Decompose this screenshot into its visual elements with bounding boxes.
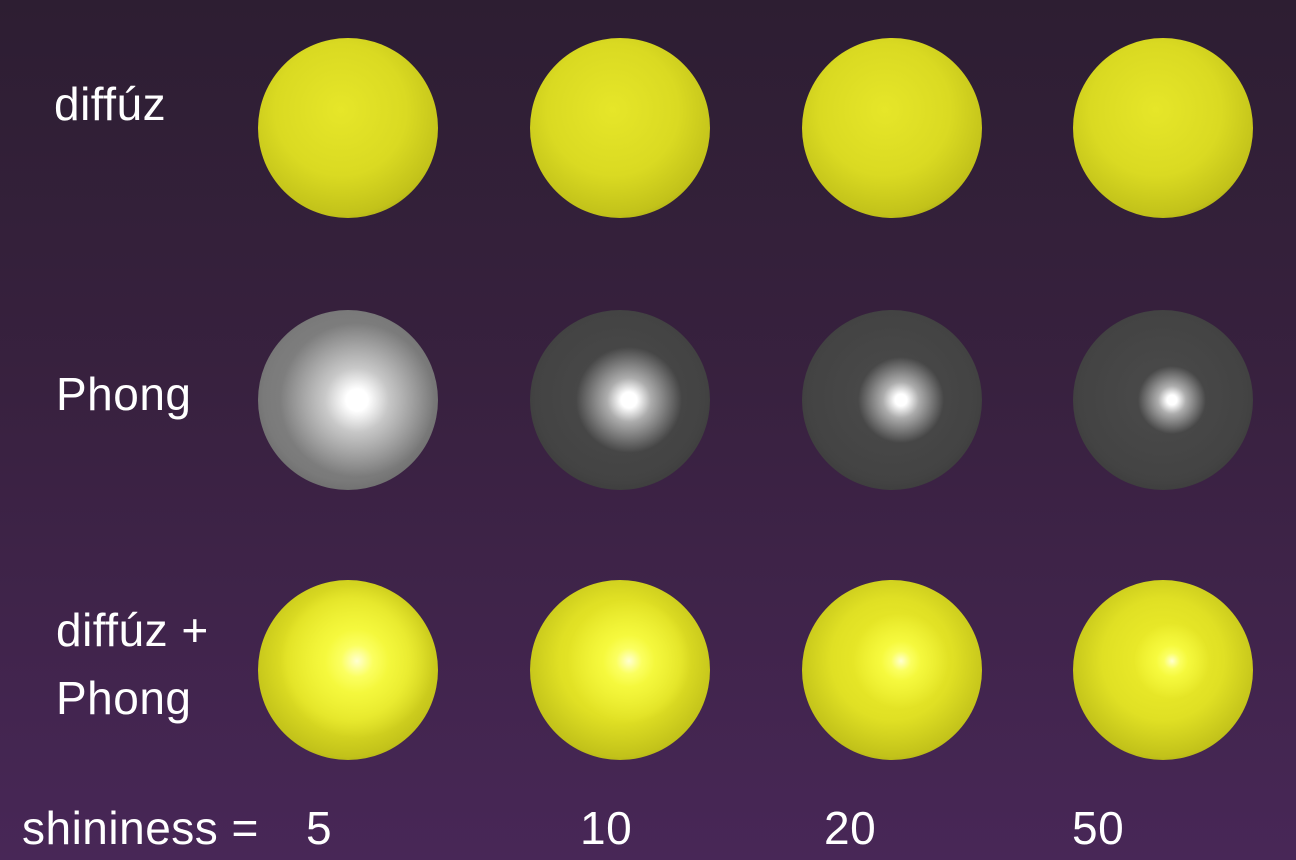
shininess-value-5: 5 xyxy=(306,802,333,854)
sphere-diffuse-20 xyxy=(802,38,982,218)
shininess-value-20: 20 xyxy=(824,802,877,854)
sphere-diffuse-50 xyxy=(1073,38,1253,218)
sphere-phong-50 xyxy=(1073,310,1253,490)
sphere-combined-20 xyxy=(802,580,982,760)
sphere-phong-20 xyxy=(802,310,982,490)
row-label-phong: Phong xyxy=(56,368,192,420)
sphere-combined-10 xyxy=(530,580,710,760)
sphere-combined-5 xyxy=(258,580,438,760)
shininess-value-10: 10 xyxy=(580,802,633,854)
sphere-combined-50 xyxy=(1073,580,1253,760)
row-label-diffuse: diffúz xyxy=(54,78,167,130)
sphere-phong-5 xyxy=(258,310,438,490)
row-label-combined: diffúz + Phong xyxy=(56,602,209,726)
sphere-diffuse-5 xyxy=(258,38,438,218)
row-label-combined-line1: diffúz + xyxy=(56,604,209,656)
shininess-value-50: 50 xyxy=(1072,802,1125,854)
sphere-diffuse-10 xyxy=(530,38,710,218)
shininess-label: shininess = xyxy=(22,802,259,854)
row-label-combined-line2: Phong xyxy=(56,672,192,724)
sphere-phong-10 xyxy=(530,310,710,490)
